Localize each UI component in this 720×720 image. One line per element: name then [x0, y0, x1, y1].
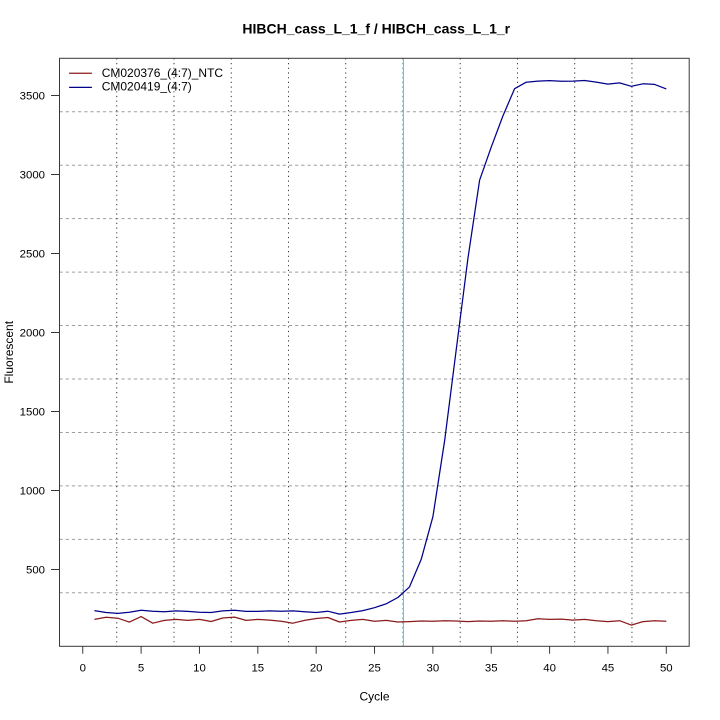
svg-text:40: 40	[543, 663, 556, 675]
svg-text:10: 10	[193, 663, 206, 675]
svg-text:1000: 1000	[20, 486, 45, 498]
svg-text:0: 0	[80, 663, 86, 675]
svg-text:15: 15	[251, 663, 264, 675]
svg-text:50: 50	[660, 663, 673, 675]
svg-text:2500: 2500	[20, 249, 45, 261]
svg-text:2000: 2000	[20, 328, 45, 340]
svg-text:35: 35	[485, 663, 498, 675]
svg-text:20: 20	[310, 663, 323, 675]
svg-text:Fluorescent: Fluorescent	[2, 320, 16, 383]
svg-text:500: 500	[26, 565, 45, 577]
svg-text:CM020376_(4:7)_NTC: CM020376_(4:7)_NTC	[102, 66, 224, 80]
svg-text:CM020419_(4:7): CM020419_(4:7)	[102, 79, 192, 93]
svg-text:HIBCH_cass_L_1_f / HIBCH_cass_: HIBCH_cass_L_1_f / HIBCH_cass_L_1_r	[242, 21, 510, 37]
svg-text:3500: 3500	[20, 91, 45, 103]
svg-text:5: 5	[138, 663, 144, 675]
svg-text:25: 25	[368, 663, 381, 675]
svg-text:Cycle: Cycle	[359, 689, 389, 703]
svg-text:3000: 3000	[20, 170, 45, 182]
svg-text:30: 30	[427, 663, 440, 675]
svg-text:1500: 1500	[20, 407, 45, 419]
svg-text:45: 45	[602, 663, 615, 675]
